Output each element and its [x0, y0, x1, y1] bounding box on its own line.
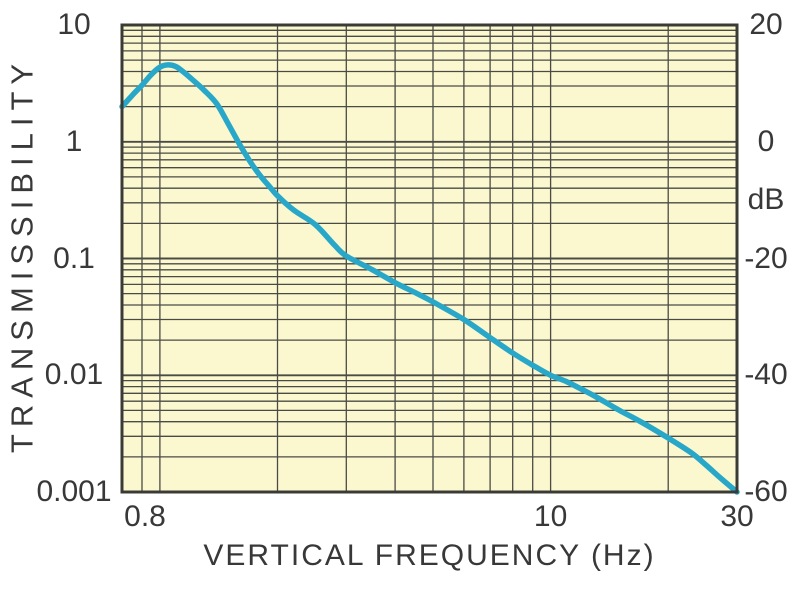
- x-axis-title-vertical-frequency: VERTICAL FREQUENCY (Hz): [203, 539, 656, 572]
- x-axis-tick-label: 10: [533, 500, 568, 533]
- y-axis-left-tick-label: 0.001: [36, 475, 112, 508]
- y-axis-left-tick-label: 10: [57, 8, 91, 41]
- y-axis-title-transmissibility: TRANSMISSIBILITY: [4, 56, 40, 453]
- transmissibility-curve: [119, 62, 740, 495]
- y-axis-right-tick-label: 0: [757, 124, 775, 158]
- y-axis-left-tick-label: 0.01: [44, 358, 104, 392]
- y-axis-right-tick-label: -60: [744, 475, 788, 508]
- x-axis-tick-label: 0.8: [124, 500, 166, 533]
- plot-border: [120, 23, 739, 494]
- y-axis-left-tick-label: 0.1: [53, 241, 95, 275]
- y-axis-right-tick-label: -40: [744, 358, 788, 392]
- y-axis-unit-db-label: dB: [747, 183, 785, 217]
- x-axis-tick-label: 30: [720, 500, 754, 533]
- y-axis-right-tick-label: -20: [744, 241, 788, 275]
- y-axis-right-tick-label: 20: [749, 8, 783, 41]
- major-grid-lines: [122, 140, 737, 377]
- y-axis-left-tick-label: 1: [65, 124, 83, 158]
